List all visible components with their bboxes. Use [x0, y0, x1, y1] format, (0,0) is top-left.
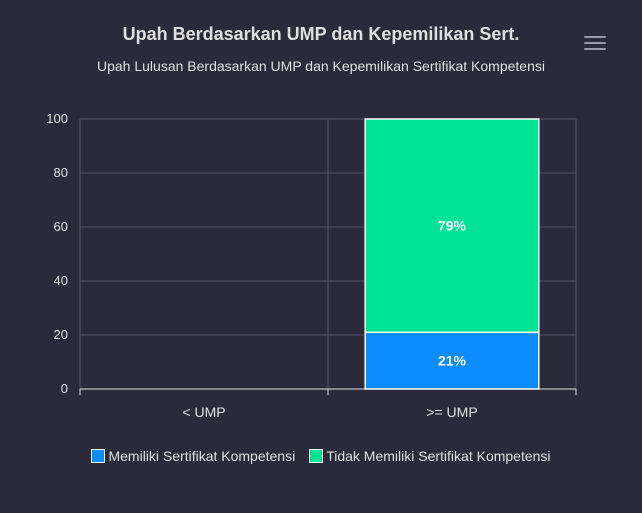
- y-tick-label: 60: [54, 219, 68, 234]
- menu-line: [584, 48, 606, 50]
- y-tick-label: 100: [46, 111, 68, 126]
- menu-line: [584, 42, 606, 44]
- menu-line: [584, 36, 606, 38]
- y-tick-label: 80: [54, 165, 68, 180]
- legend-label: Tidak Memiliki Sertifikat Kompetensi: [326, 448, 551, 464]
- x-tick-label: >= UMP: [426, 404, 477, 420]
- chart-subtitle: Upah Lulusan Berdasarkan UMP dan Kepemil…: [97, 58, 545, 74]
- legend-label: Memiliki Sertifikat Kompetensi: [108, 448, 296, 464]
- data-label: 79%: [438, 218, 467, 234]
- chart-title: Upah Berdasarkan UMP dan Kepemilikan Ser…: [122, 24, 520, 44]
- legend-item[interactable]: Tidak Memiliki Sertifikat Kompetensi: [309, 448, 551, 464]
- data-label: 21%: [438, 353, 467, 369]
- y-tick-label: 0: [61, 381, 68, 396]
- y-tick-label: 20: [54, 327, 68, 342]
- legend: Memiliki Sertifikat Kompetensi Tidak Memi…: [0, 448, 642, 464]
- x-tick-label: < UMP: [182, 404, 225, 420]
- bar-segment: [364, 118, 540, 334]
- y-tick-label: 40: [54, 273, 68, 288]
- legend-item[interactable]: Memiliki Sertifikat Kompetensi: [91, 448, 295, 464]
- legend-swatch: [91, 449, 106, 463]
- legend-swatch: [309, 449, 324, 463]
- hamburger-menu-icon[interactable]: [584, 36, 606, 54]
